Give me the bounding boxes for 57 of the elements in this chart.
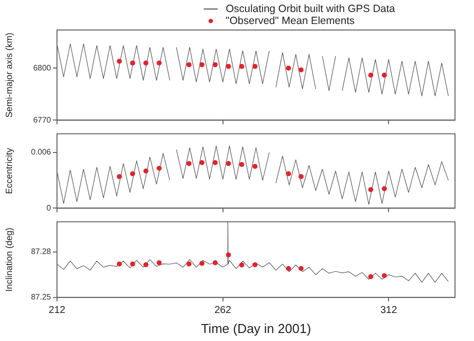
point (368, 274, 374, 280)
point (368, 187, 374, 192)
point (239, 64, 244, 69)
point (286, 266, 292, 272)
point (382, 186, 387, 192)
point (212, 160, 218, 166)
x-axis-title: Time (Day in 2001) (200, 320, 312, 336)
y-axis-title: Inclination (deg) (4, 228, 14, 292)
legend-label: "Observed" Mean Elements (226, 14, 355, 27)
point (252, 164, 258, 169)
point (252, 262, 258, 268)
y-axis-title: Semi-major axis (km) (4, 32, 14, 118)
point (212, 260, 218, 266)
point (156, 166, 162, 171)
point (199, 62, 204, 68)
point (226, 64, 231, 69)
y-axis-title: Eccentricity (4, 147, 14, 194)
point (286, 66, 292, 71)
point (156, 60, 162, 66)
y-tick-label: 0 (46, 203, 52, 212)
point (239, 162, 244, 167)
point (226, 252, 231, 258)
point (116, 58, 122, 64)
y-tick-label: 87.28 (30, 247, 52, 256)
point (382, 273, 387, 278)
point (186, 261, 192, 266)
point (130, 171, 136, 176)
y-tick-label: 6800 (33, 63, 52, 72)
point (199, 260, 204, 266)
point (368, 72, 374, 78)
x-tick-label: 262 (214, 305, 232, 316)
point (130, 60, 136, 66)
x-tick-label: 312 (380, 305, 398, 316)
point (186, 161, 192, 166)
point (226, 161, 231, 166)
point (143, 262, 148, 268)
point (239, 262, 244, 268)
y-tick-label: 87.25 (30, 292, 52, 302)
point (298, 67, 304, 72)
y-tick-label: 0.006 (30, 148, 52, 157)
point (252, 64, 258, 69)
point (116, 174, 122, 180)
point (143, 168, 148, 174)
y-tick-label: 6770 (33, 115, 52, 124)
point (186, 62, 192, 68)
point (156, 260, 162, 266)
point (199, 160, 204, 166)
point (298, 174, 304, 180)
point (298, 266, 304, 272)
point (130, 261, 136, 266)
point (382, 72, 387, 78)
legend-label: Osculating Orbit built with GPS Data (226, 2, 396, 15)
point (212, 62, 218, 68)
point (116, 261, 122, 266)
point (286, 171, 292, 176)
point (143, 60, 148, 66)
x-tick-label: 212 (48, 305, 66, 316)
